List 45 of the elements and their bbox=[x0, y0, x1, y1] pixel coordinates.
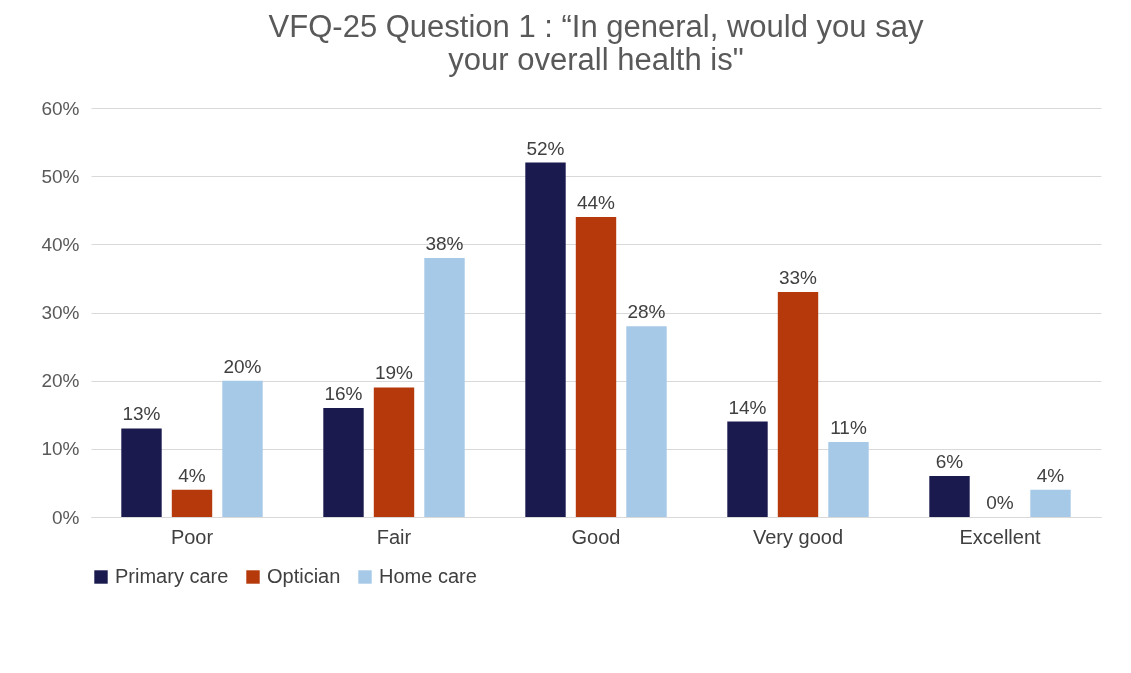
bar bbox=[575, 217, 617, 517]
data-label: 38% bbox=[425, 232, 464, 254]
x-tick-label: Excellent bbox=[959, 525, 1042, 548]
y-tick-label: 20% bbox=[41, 370, 80, 392]
y-tick-label: 10% bbox=[41, 438, 80, 460]
data-label: 0% bbox=[986, 492, 1014, 513]
bar bbox=[626, 326, 667, 517]
data-label: 4% bbox=[1036, 464, 1065, 486]
legend-label: Home care bbox=[379, 565, 477, 587]
data-label: 4% bbox=[178, 464, 206, 486]
chart-title: VFQ-25 Question 1 : “In general, would you say your overall health is" bbox=[268, 9, 924, 77]
x-tick-label: Fair bbox=[376, 525, 412, 548]
data-label: 44% bbox=[576, 192, 616, 214]
bar bbox=[323, 407, 364, 517]
data-label: 11% bbox=[830, 417, 867, 439]
bar bbox=[373, 387, 415, 517]
bar bbox=[929, 476, 970, 517]
bar bbox=[222, 380, 263, 517]
bar bbox=[171, 489, 213, 517]
x-tick-label: Poor bbox=[170, 525, 214, 548]
y-tick-label: 60% bbox=[41, 97, 80, 119]
x-tick-label: Good bbox=[571, 525, 621, 548]
bar bbox=[1030, 489, 1071, 517]
bar bbox=[777, 292, 819, 517]
data-label: 13% bbox=[122, 403, 161, 425]
y-tick-label: 30% bbox=[41, 302, 80, 323]
bar bbox=[727, 421, 768, 517]
legend-label: Primary care bbox=[115, 565, 229, 587]
data-label: 14% bbox=[728, 396, 767, 418]
data-label: 6% bbox=[935, 451, 964, 473]
bar bbox=[525, 162, 566, 517]
data-label: 33% bbox=[778, 267, 818, 289]
data-label: 20% bbox=[223, 355, 262, 377]
data-label: 19% bbox=[374, 362, 414, 384]
bar bbox=[121, 428, 162, 517]
y-tick-label: 40% bbox=[41, 233, 80, 255]
data-label: 52% bbox=[526, 137, 565, 159]
bar bbox=[828, 442, 869, 517]
data-label: 28% bbox=[627, 301, 666, 323]
bar bbox=[424, 257, 465, 517]
data-label: 16% bbox=[324, 382, 363, 404]
x-tick-label: Very good bbox=[752, 525, 844, 548]
y-tick-label: 50% bbox=[41, 165, 80, 187]
y-tick-label: 0% bbox=[52, 506, 80, 528]
legend-label: Optician bbox=[267, 565, 341, 587]
